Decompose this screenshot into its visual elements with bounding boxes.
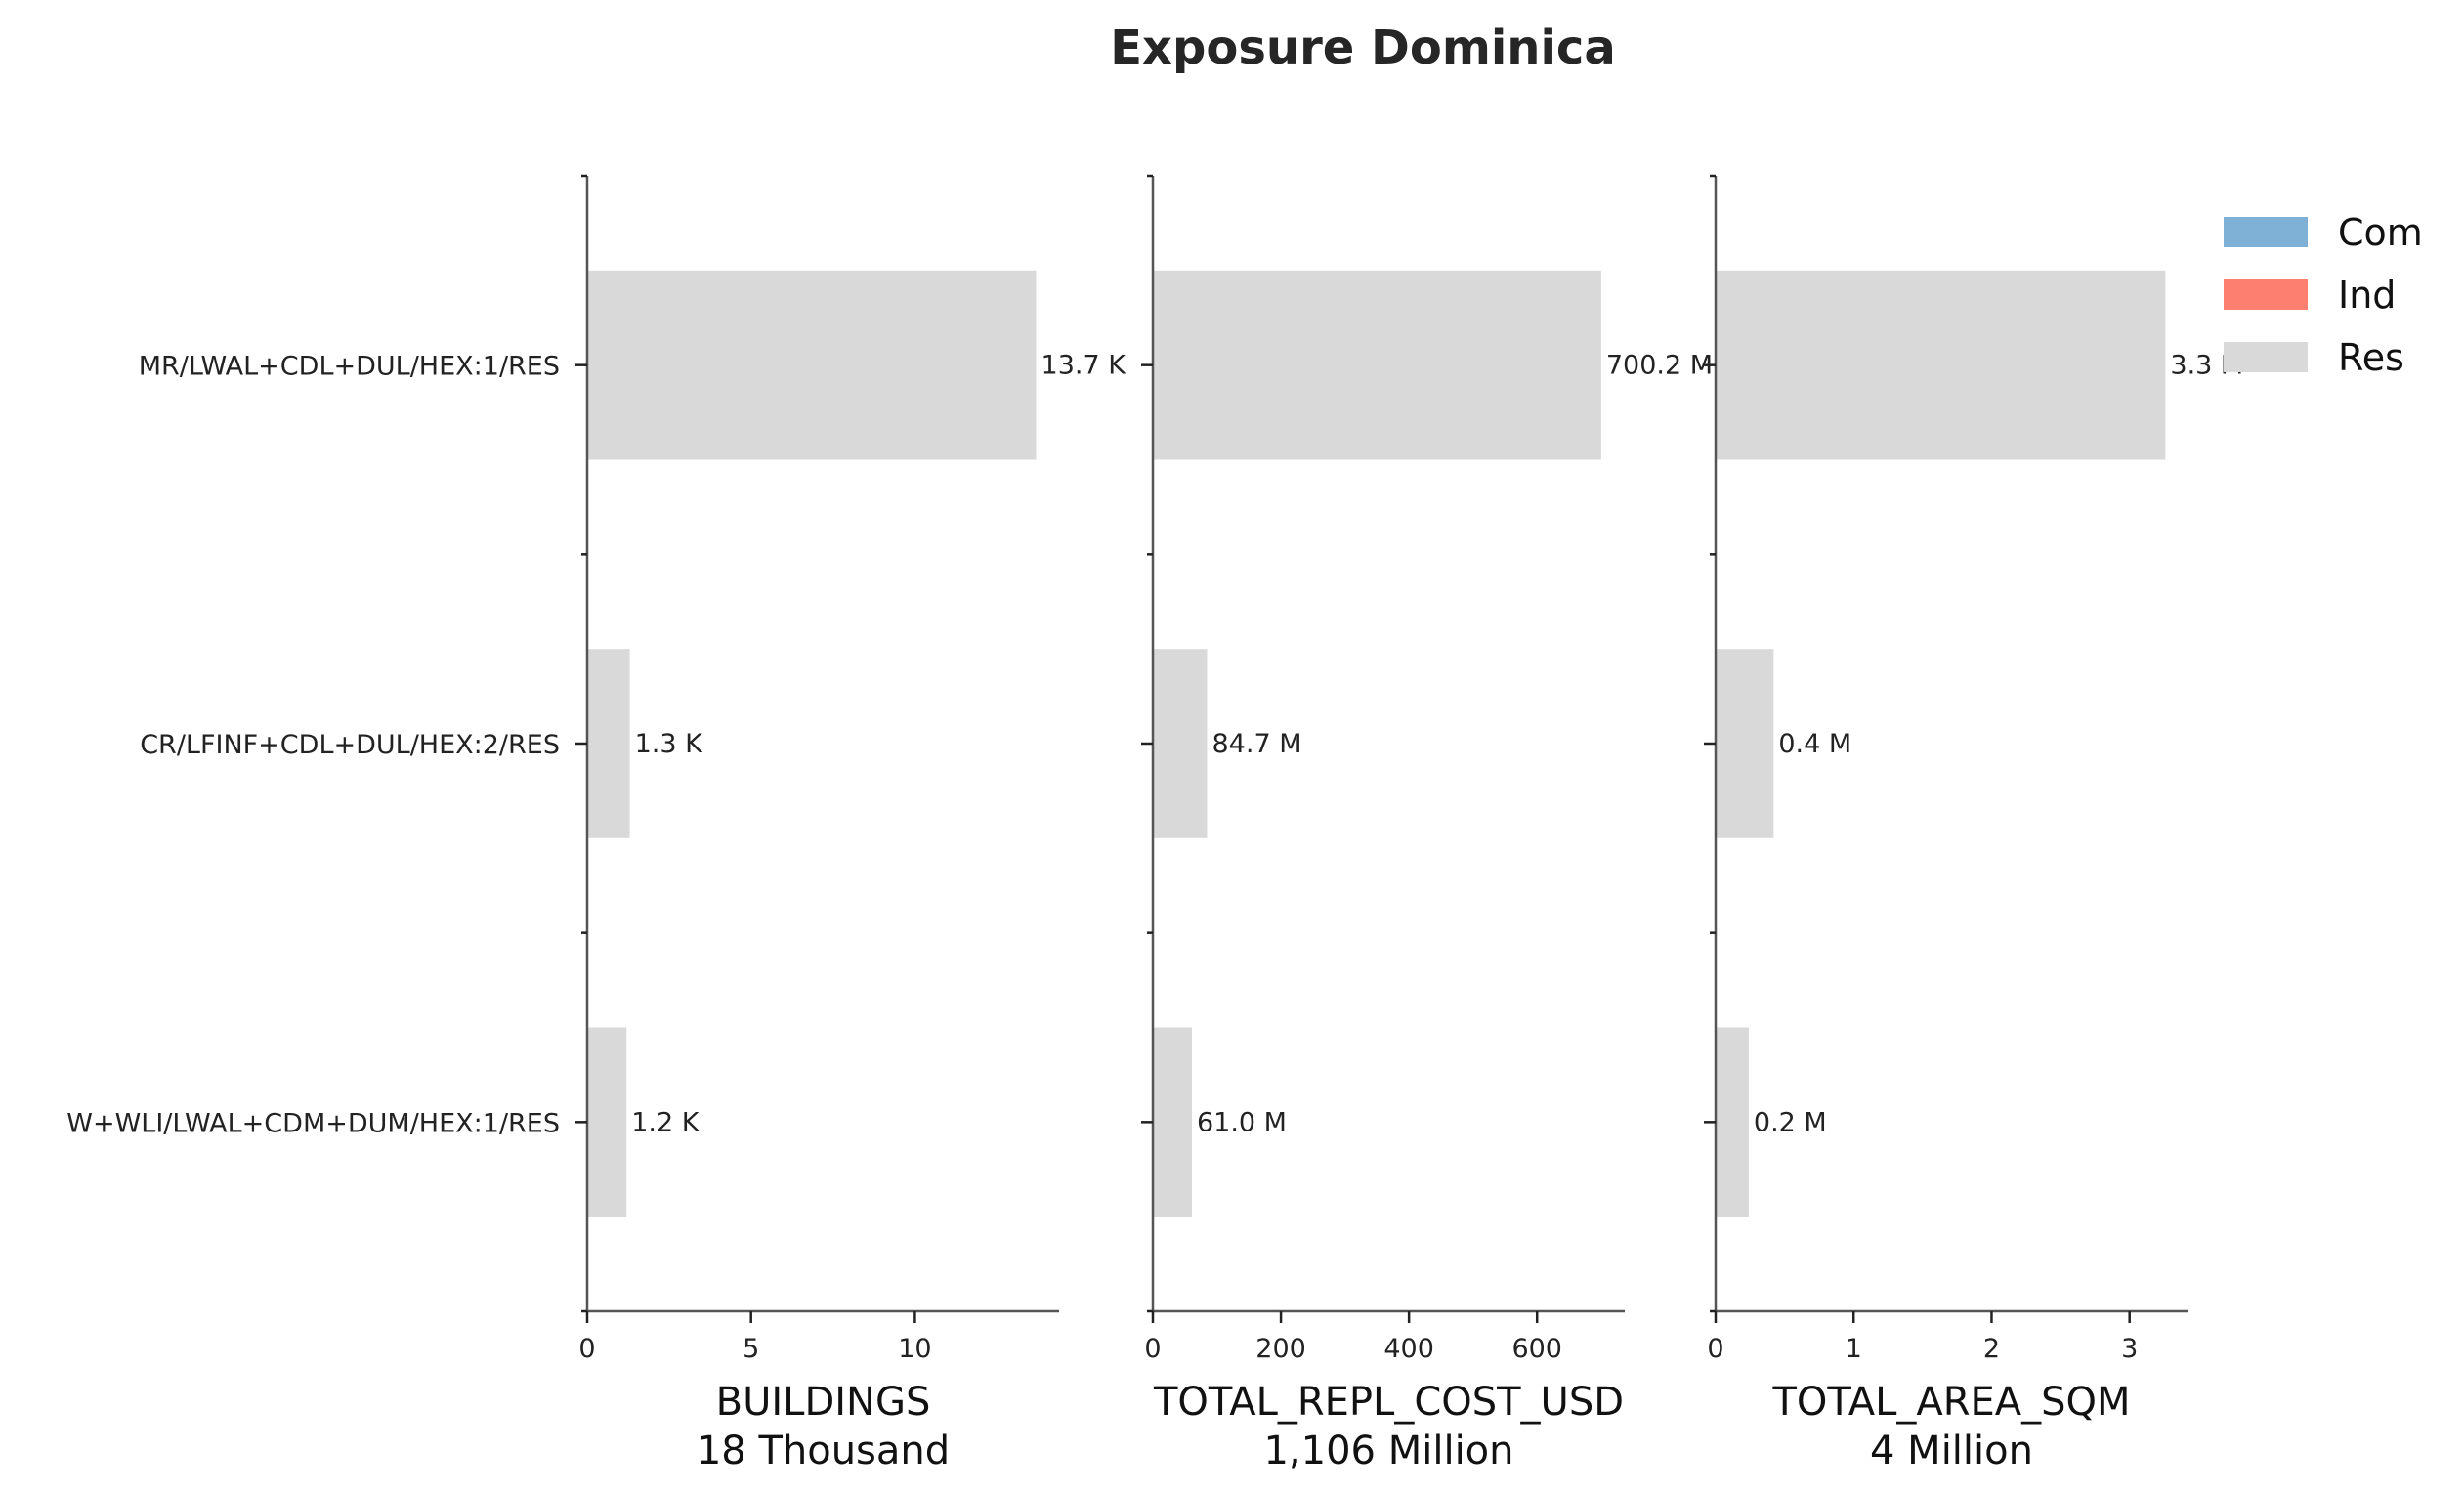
x-tick-label: 600 [1511, 1334, 1562, 1364]
legend-swatch-com [2224, 217, 2308, 247]
value-label: 84.7 M [1212, 729, 1302, 759]
value-label: 0.4 M [1778, 729, 1851, 759]
bar-res-2 [1153, 649, 1208, 838]
legend: Com Ind Res [2224, 211, 2423, 379]
x-tick-label: 200 [1255, 1334, 1306, 1364]
x-axis-total: 1,106 Million [1263, 1429, 1513, 1473]
x-tick-label: 0 [1144, 1334, 1161, 1364]
x-axis-title: BUILDINGS [716, 1380, 931, 1425]
panel-1: 13.7 K 1.3 K 1.2 K MR/LWAL+CDL+DUL/HEX:1/RE… [66, 174, 1127, 1473]
legend-label-res: Res [2338, 336, 2404, 379]
value-label: 1.2 K [631, 1107, 701, 1137]
legend-swatch-ind [2224, 279, 2308, 310]
x-tick-label: 1 [1846, 1334, 1862, 1364]
x-tick-label: 5 [743, 1334, 759, 1364]
value-label: 0.2 M [1754, 1107, 1827, 1137]
x-tick-label: 10 [898, 1334, 931, 1364]
bar-res-3 [587, 1027, 627, 1217]
value-label: 1.3 K [635, 729, 704, 759]
panel-2: 700.2 M 84.7 M 61.0 M 0 200 400 600 TOTAL_REPL_… [1141, 174, 1713, 1473]
bar-res-3 [1716, 1027, 1749, 1217]
value-label: 61.0 M [1197, 1107, 1287, 1137]
y-tick-label: CR/LFINF+CDL+DUL/HEX:2/RES [140, 730, 560, 760]
x-tick-label: 2 [1983, 1334, 2000, 1364]
y-tick-label: MR/LWAL+CDL+DUL/HEX:1/RES [139, 352, 560, 382]
x-axis-title: TOTAL_AREA_SQM [1771, 1380, 2130, 1425]
legend-label-com: Com [2338, 211, 2423, 254]
value-label: 13.7 K [1041, 351, 1127, 381]
x-axis-title: TOTAL_REPL_COST_USD [1153, 1380, 1624, 1425]
bar-res-2 [1716, 649, 1774, 838]
bar-res-3 [1153, 1027, 1192, 1217]
bar-res-1 [587, 270, 1037, 460]
value-label: 700.2 M [1606, 351, 1713, 381]
legend-label-ind: Ind [2338, 274, 2396, 317]
bar-res-1 [1153, 270, 1601, 460]
x-tick-label: 0 [1707, 1334, 1723, 1364]
x-axis-total: 18 Thousand [697, 1429, 950, 1473]
x-tick-label: 0 [578, 1334, 595, 1364]
chart-title: Exposure Dominica [1110, 21, 1616, 75]
bar-res-1 [1716, 270, 2166, 460]
legend-swatch-res [2224, 342, 2308, 372]
x-axis-total: 4 Million [1870, 1429, 2033, 1473]
bar-res-2 [587, 649, 630, 838]
x-tick-label: 400 [1383, 1334, 1434, 1364]
x-tick-label: 3 [2121, 1334, 2138, 1364]
y-tick-label: W+WLI/LWAL+CDM+DUM/HEX:1/RES [66, 1108, 560, 1138]
